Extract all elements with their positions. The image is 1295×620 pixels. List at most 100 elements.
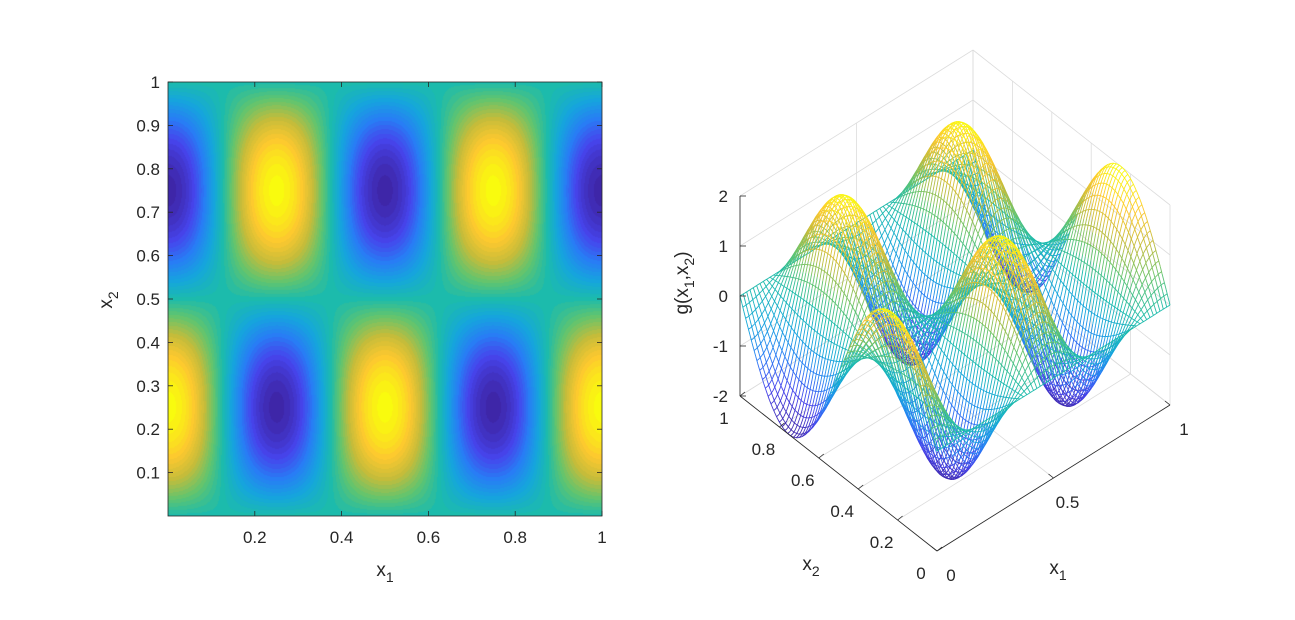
heatmap-y-tick-label: 0.4 bbox=[136, 333, 160, 352]
mesh-segment bbox=[804, 273, 806, 285]
mesh-segment bbox=[937, 224, 939, 238]
mesh-segment bbox=[942, 197, 944, 210]
mesh-segment bbox=[936, 179, 938, 191]
mesh-segment bbox=[977, 145, 979, 147]
mesh-segment bbox=[773, 287, 775, 289]
mesh-segment bbox=[914, 199, 916, 209]
mesh-segment bbox=[930, 233, 932, 247]
mesh-segment bbox=[767, 291, 769, 295]
mesh-segment bbox=[827, 229, 829, 231]
mesh-segment bbox=[912, 293, 914, 304]
mesh-segment bbox=[952, 138, 954, 139]
mesh-segment bbox=[1045, 265, 1047, 266]
heatmap-x-tick-label: 1 bbox=[597, 528, 606, 547]
mesh-segment bbox=[880, 207, 882, 209]
mesh-segment bbox=[771, 342, 773, 347]
mesh-segment bbox=[932, 235, 934, 237]
mesh-segment bbox=[944, 245, 946, 259]
mesh-segment bbox=[796, 294, 798, 295]
mesh-segment bbox=[805, 281, 807, 282]
mesh-segment bbox=[791, 291, 793, 301]
mesh-segment bbox=[786, 303, 788, 305]
mesh-segment bbox=[952, 251, 954, 253]
mesh-segment bbox=[894, 238, 896, 246]
mesh-segment bbox=[938, 177, 940, 178]
mesh-segment bbox=[764, 348, 766, 352]
mesh-segment bbox=[774, 339, 776, 346]
mesh-segment bbox=[891, 222, 893, 228]
mesh-segment bbox=[957, 257, 959, 259]
mesh-segment bbox=[750, 300, 752, 302]
mesh-segment bbox=[746, 319, 748, 327]
mesh-segment bbox=[914, 189, 916, 198]
mesh-segment bbox=[960, 260, 962, 270]
mesh-segment bbox=[772, 301, 774, 307]
mesh-segment bbox=[937, 284, 939, 297]
mesh-segment bbox=[942, 273, 944, 286]
mesh-segment bbox=[895, 204, 897, 209]
mesh-segment bbox=[925, 189, 927, 201]
mesh-segment bbox=[941, 242, 943, 256]
mesh-segment bbox=[912, 221, 914, 222]
mesh-segment bbox=[900, 242, 902, 245]
mesh-segment bbox=[912, 209, 914, 220]
mesh-segment bbox=[918, 211, 920, 223]
mesh-segment bbox=[898, 212, 900, 213]
mesh-segment bbox=[961, 192, 963, 202]
mesh-segment bbox=[892, 204, 894, 208]
mesh-segment bbox=[893, 265, 895, 270]
mesh-segment bbox=[782, 285, 784, 286]
mesh-segment bbox=[890, 203, 892, 206]
mesh-segment bbox=[901, 214, 903, 222]
heatmap-x-tick-label: 0.8 bbox=[503, 528, 527, 547]
mesh-segment bbox=[900, 234, 902, 243]
mesh-segment bbox=[953, 266, 955, 277]
mesh-segment bbox=[945, 287, 947, 288]
mesh-segment bbox=[779, 284, 781, 290]
heatmap-frame bbox=[168, 82, 602, 516]
mesh-segment bbox=[753, 310, 755, 313]
mesh-segment bbox=[757, 294, 759, 296]
mesh-segment bbox=[871, 213, 873, 214]
mesh-segment bbox=[746, 317, 748, 319]
mesh-segment bbox=[956, 198, 958, 210]
mesh-segment bbox=[931, 280, 933, 281]
mesh-segment bbox=[967, 211, 969, 215]
mesh-segment bbox=[939, 271, 941, 284]
mesh-segment bbox=[776, 331, 778, 338]
mesh-segment bbox=[894, 226, 896, 233]
mesh-segment bbox=[941, 162, 943, 163]
mesh-segment bbox=[917, 199, 919, 210]
mesh-segment bbox=[840, 201, 842, 202]
mesh-segment bbox=[855, 216, 857, 217]
heatmap-y-ticks: 0.10.20.30.40.50.60.70.80.91 bbox=[136, 73, 602, 483]
mesh-segment bbox=[811, 251, 813, 262]
mesh-segment bbox=[885, 204, 887, 206]
mesh-segment bbox=[947, 187, 949, 199]
mesh-segment bbox=[770, 276, 772, 277]
mesh-segment bbox=[798, 262, 800, 271]
mesh-segment bbox=[964, 226, 966, 229]
mesh-segment bbox=[785, 287, 787, 295]
mesh-segment bbox=[934, 297, 936, 309]
mesh-segment bbox=[942, 179, 944, 180]
mesh-segment bbox=[789, 265, 791, 272]
mesh-segment bbox=[790, 290, 792, 291]
mesh-segment bbox=[883, 206, 885, 208]
mesh-segment bbox=[928, 298, 930, 299]
mesh-segment bbox=[920, 200, 922, 212]
mesh-segment bbox=[915, 223, 917, 235]
mesh-segment bbox=[880, 208, 882, 212]
mesh-segment bbox=[776, 281, 778, 282]
mesh-segment bbox=[759, 336, 761, 343]
mesh-segment bbox=[940, 226, 942, 240]
mesh-segment bbox=[873, 213, 875, 218]
mesh-segment bbox=[883, 211, 885, 214]
mesh-segment bbox=[1056, 250, 1058, 251]
mesh-segment bbox=[805, 251, 807, 261]
mesh-segment bbox=[1032, 251, 1034, 252]
mesh-segment bbox=[770, 277, 772, 278]
mesh-segment bbox=[908, 259, 910, 270]
mesh-segment bbox=[799, 279, 801, 280]
mesh-segment bbox=[749, 317, 751, 325]
